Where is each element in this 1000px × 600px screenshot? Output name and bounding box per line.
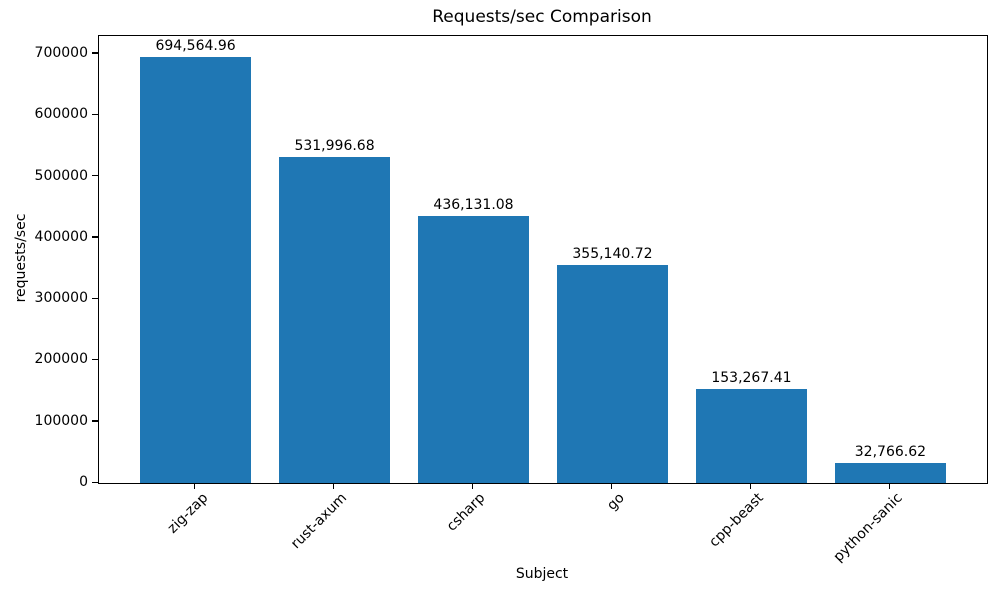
y-axis-tick-label: 500000 [34,167,88,184]
x-axis-tick [749,483,752,490]
y-axis-tick-label: 0 [79,474,88,490]
bar-value-label: 531,996.68 [294,137,375,154]
bar-value-label: 355,140.72 [572,246,653,263]
y-axis-tick [92,297,98,299]
plot-area: 694,564.96 531,996.68 436,131.08 355,140.72… [98,35,988,484]
bar-cpp-beast [695,389,808,483]
x-axis-tick [888,483,891,490]
x-axis-tick-label: zig-zap [164,490,211,537]
y-axis-tick [92,175,98,177]
y-axis-tick-label: 400000 [34,228,88,245]
bar-rust-axum [278,156,391,483]
x-axis-tick-label: csharp [444,490,489,535]
bar-value-label: 32,766.62 [854,443,927,460]
y-axis-tick-label: 600000 [34,106,88,123]
bar-value-label: 694,564.96 [155,38,236,55]
bar-zig-zap [139,57,252,483]
x-axis-tick [194,483,196,490]
bar-go [556,265,669,483]
y-axis-tick [92,113,98,116]
x-axis-tick [472,483,474,490]
bar-value-label: 436,131.08 [433,196,514,213]
y-axis-tick [92,358,98,361]
y-axis-tick-label: 200000 [34,351,88,368]
y-axis-tick [92,52,98,54]
y-axis-tick [92,420,98,422]
y-axis-tick-label: 300000 [34,290,88,307]
bar-csharp [417,215,530,483]
x-axis-tick-label: python-sanic [830,490,906,566]
x-axis-tick-label: go [604,490,628,514]
y-axis-tick-label: 700000 [34,44,88,61]
y-axis-tick [92,236,98,238]
x-axis-tick [333,483,335,490]
x-axis-label: Subject [515,566,569,582]
chart-title: Requests/sec Comparison [432,7,652,27]
x-axis-tick-label: rust-axum [287,490,350,553]
y-axis-tick-label: 100000 [34,412,88,429]
bar-value-label: 153,267.41 [711,370,792,387]
x-axis-tick [610,483,613,490]
bar-python-sanic [834,462,946,483]
y-axis-tick [92,481,98,483]
x-axis-tick-label: cpp-beast [706,490,767,551]
